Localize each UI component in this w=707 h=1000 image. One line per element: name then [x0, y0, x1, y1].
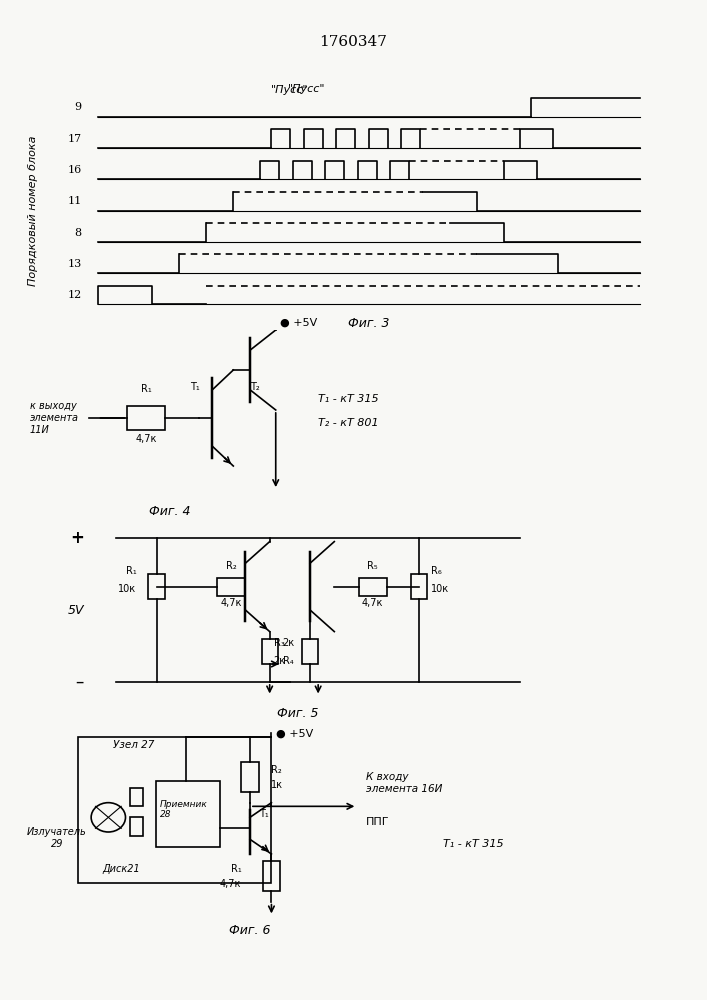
- Text: 4,7к: 4,7к: [136, 434, 157, 444]
- Text: 12: 12: [67, 290, 81, 300]
- Text: 1760347: 1760347: [320, 35, 387, 49]
- Bar: [411, 574, 427, 599]
- Text: Фиг. 5: Фиг. 5: [277, 707, 319, 720]
- Text: Диск21: Диск21: [103, 864, 140, 874]
- Text: T₁: T₁: [259, 809, 269, 819]
- Bar: [217, 578, 245, 596]
- Text: R₂: R₂: [226, 561, 237, 571]
- Text: 11: 11: [67, 196, 81, 206]
- Text: ● +5V: ● +5V: [280, 318, 317, 328]
- Text: R₅: R₅: [368, 561, 378, 571]
- Text: ППГ: ППГ: [366, 817, 390, 827]
- Text: R₄: R₄: [284, 656, 294, 666]
- Text: R₁: R₁: [126, 566, 136, 576]
- Text: Фиг. 4: Фиг. 4: [149, 505, 190, 518]
- Text: T₂: T₂: [250, 382, 259, 392]
- Text: Фиг. 6: Фиг. 6: [229, 924, 271, 937]
- Text: Порядковый номер блока: Порядковый номер блока: [28, 135, 37, 286]
- Text: 17: 17: [67, 134, 81, 144]
- Bar: [263, 861, 280, 891]
- Text: 2к: 2к: [274, 656, 286, 666]
- Text: T₂ - кТ 801: T₂ - кТ 801: [318, 418, 379, 428]
- Text: 5V: 5V: [67, 603, 84, 616]
- Text: 10к: 10к: [431, 584, 450, 594]
- Bar: [302, 639, 318, 664]
- Text: "Пусс": "Пусс": [288, 84, 325, 94]
- Text: Приемник
28: Приемник 28: [160, 800, 208, 819]
- Text: R₁: R₁: [230, 864, 241, 874]
- Bar: [148, 574, 165, 599]
- Text: 8: 8: [74, 228, 81, 237]
- Text: R₁: R₁: [141, 384, 152, 394]
- Text: Излучатель
29: Излучатель 29: [27, 827, 87, 849]
- Bar: [130, 817, 143, 836]
- Text: к выходу
элемента
11И: к выходу элемента 11И: [30, 401, 78, 435]
- Text: T₁ - кТ 315: T₁ - кТ 315: [318, 394, 379, 404]
- Text: 2к: 2к: [282, 638, 294, 648]
- Text: "Пусс": "Пусс": [271, 85, 309, 95]
- Bar: [130, 788, 143, 806]
- Text: ● +5V: ● +5V: [276, 729, 313, 739]
- Text: –: –: [76, 673, 84, 691]
- Text: R₃: R₃: [274, 638, 285, 648]
- Bar: [156, 781, 220, 847]
- Text: 4,7к: 4,7к: [220, 879, 241, 889]
- Text: Фиг. 3: Фиг. 3: [348, 317, 390, 330]
- Bar: [262, 639, 278, 664]
- Text: R₆: R₆: [431, 566, 442, 576]
- Text: 13: 13: [67, 259, 81, 269]
- Text: +: +: [70, 529, 84, 547]
- Bar: [358, 578, 387, 596]
- Text: 4,7к: 4,7к: [221, 598, 242, 608]
- Text: 10к: 10к: [118, 584, 136, 594]
- Bar: [127, 406, 165, 430]
- Text: R₂: R₂: [271, 765, 282, 775]
- Text: Узел 27: Узел 27: [112, 740, 154, 750]
- Text: 16: 16: [67, 165, 81, 175]
- Text: 1к: 1к: [271, 780, 284, 790]
- Text: К входу
элемента 16И: К входу элемента 16И: [366, 772, 443, 794]
- Text: 9: 9: [74, 103, 81, 112]
- Bar: [78, 737, 271, 883]
- Bar: [241, 762, 259, 792]
- Text: T₁: T₁: [190, 382, 200, 392]
- Text: T₁ - кТ 315: T₁ - кТ 315: [443, 839, 504, 849]
- Text: 4,7к: 4,7к: [362, 598, 383, 608]
